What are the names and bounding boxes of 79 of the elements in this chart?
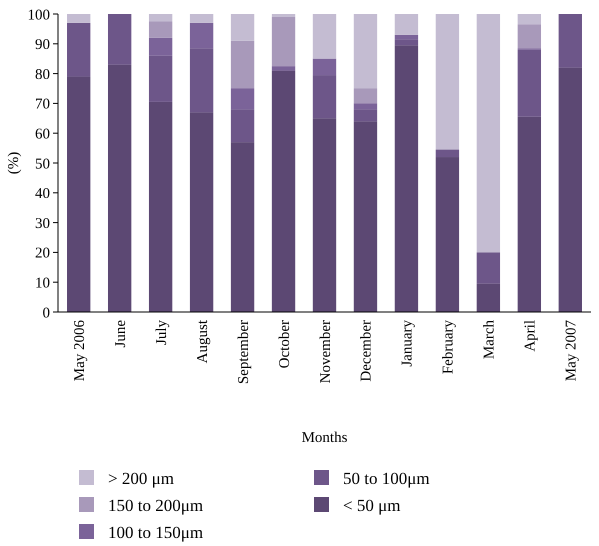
bar xyxy=(272,14,296,17)
x-tick-label: February xyxy=(440,320,457,374)
x-tick-label: November xyxy=(318,320,334,384)
bar xyxy=(148,21,172,38)
bar xyxy=(436,14,460,150)
legend-label: < 50 μm xyxy=(343,496,400,515)
x-tick-label: December xyxy=(358,320,375,382)
bar xyxy=(230,88,254,110)
bar xyxy=(67,76,90,312)
bar xyxy=(108,64,132,312)
y-tick-label: 30 xyxy=(35,216,50,232)
y-tick-label: 0 xyxy=(42,305,50,322)
bar xyxy=(394,14,418,35)
bar xyxy=(190,22,214,48)
bar xyxy=(558,68,582,312)
y-tick-label: 80 xyxy=(35,66,50,83)
bar xyxy=(354,121,378,312)
bar xyxy=(67,14,90,23)
bar xyxy=(476,14,500,252)
y-tick-label: 70 xyxy=(35,96,50,113)
x-axis-title: Months xyxy=(302,430,348,446)
legend-label: 100 to 150μm xyxy=(108,522,204,542)
bar xyxy=(518,50,542,117)
bar xyxy=(518,14,542,24)
x-tick-label: October xyxy=(276,320,293,368)
x-tick-label: September xyxy=(236,320,252,384)
y-tick-label: 20 xyxy=(35,246,50,262)
y-tick-label: 10 xyxy=(35,275,50,292)
bar xyxy=(190,112,214,312)
bar xyxy=(108,14,132,65)
bar xyxy=(354,88,378,104)
bar xyxy=(354,14,378,88)
bar xyxy=(148,38,172,56)
x-tick-label: July xyxy=(154,320,170,346)
bar xyxy=(312,75,336,118)
bar xyxy=(518,116,542,312)
x-tick-label: January xyxy=(400,320,416,367)
y-tick-label: 50 xyxy=(35,156,50,172)
legend-label: 150 to 200μm xyxy=(108,496,204,515)
bar xyxy=(312,118,336,312)
bar xyxy=(394,34,418,40)
bar xyxy=(518,24,542,48)
bar xyxy=(354,103,378,110)
bar xyxy=(190,48,214,112)
bar xyxy=(394,39,418,46)
bar xyxy=(148,14,172,22)
bar xyxy=(272,16,296,66)
bar xyxy=(272,70,296,312)
bar xyxy=(148,102,172,312)
bar xyxy=(230,40,254,88)
bar xyxy=(436,150,460,158)
bar xyxy=(558,14,582,68)
bar xyxy=(476,284,500,312)
bar xyxy=(436,157,460,312)
y-tick-label: 100 xyxy=(28,7,50,24)
bar xyxy=(230,109,254,142)
bar xyxy=(272,66,296,71)
y-tick-label: 40 xyxy=(35,186,50,202)
x-tick-label: August xyxy=(194,319,211,364)
x-tick-label: April xyxy=(522,320,539,352)
y-tick-label: 60 xyxy=(35,126,50,142)
y-axis-title: (%) xyxy=(6,152,22,174)
y-tick-label: 90 xyxy=(35,37,50,54)
bar xyxy=(148,56,172,102)
bar xyxy=(67,22,90,77)
legend-label: 50 to 100μm xyxy=(343,468,430,488)
bar xyxy=(230,142,254,312)
x-tick-label: March xyxy=(482,320,498,360)
bar xyxy=(394,45,418,312)
x-tick-label: June xyxy=(112,320,129,348)
bar xyxy=(354,109,378,122)
bar xyxy=(230,14,254,41)
x-tick-label: May 2007 xyxy=(564,320,580,382)
bar xyxy=(312,58,336,76)
bar xyxy=(190,14,214,23)
x-tick-label: May 2006 xyxy=(72,320,88,382)
bar xyxy=(312,14,336,59)
bar xyxy=(476,252,500,284)
legend-label: > 200 μm xyxy=(108,468,174,488)
